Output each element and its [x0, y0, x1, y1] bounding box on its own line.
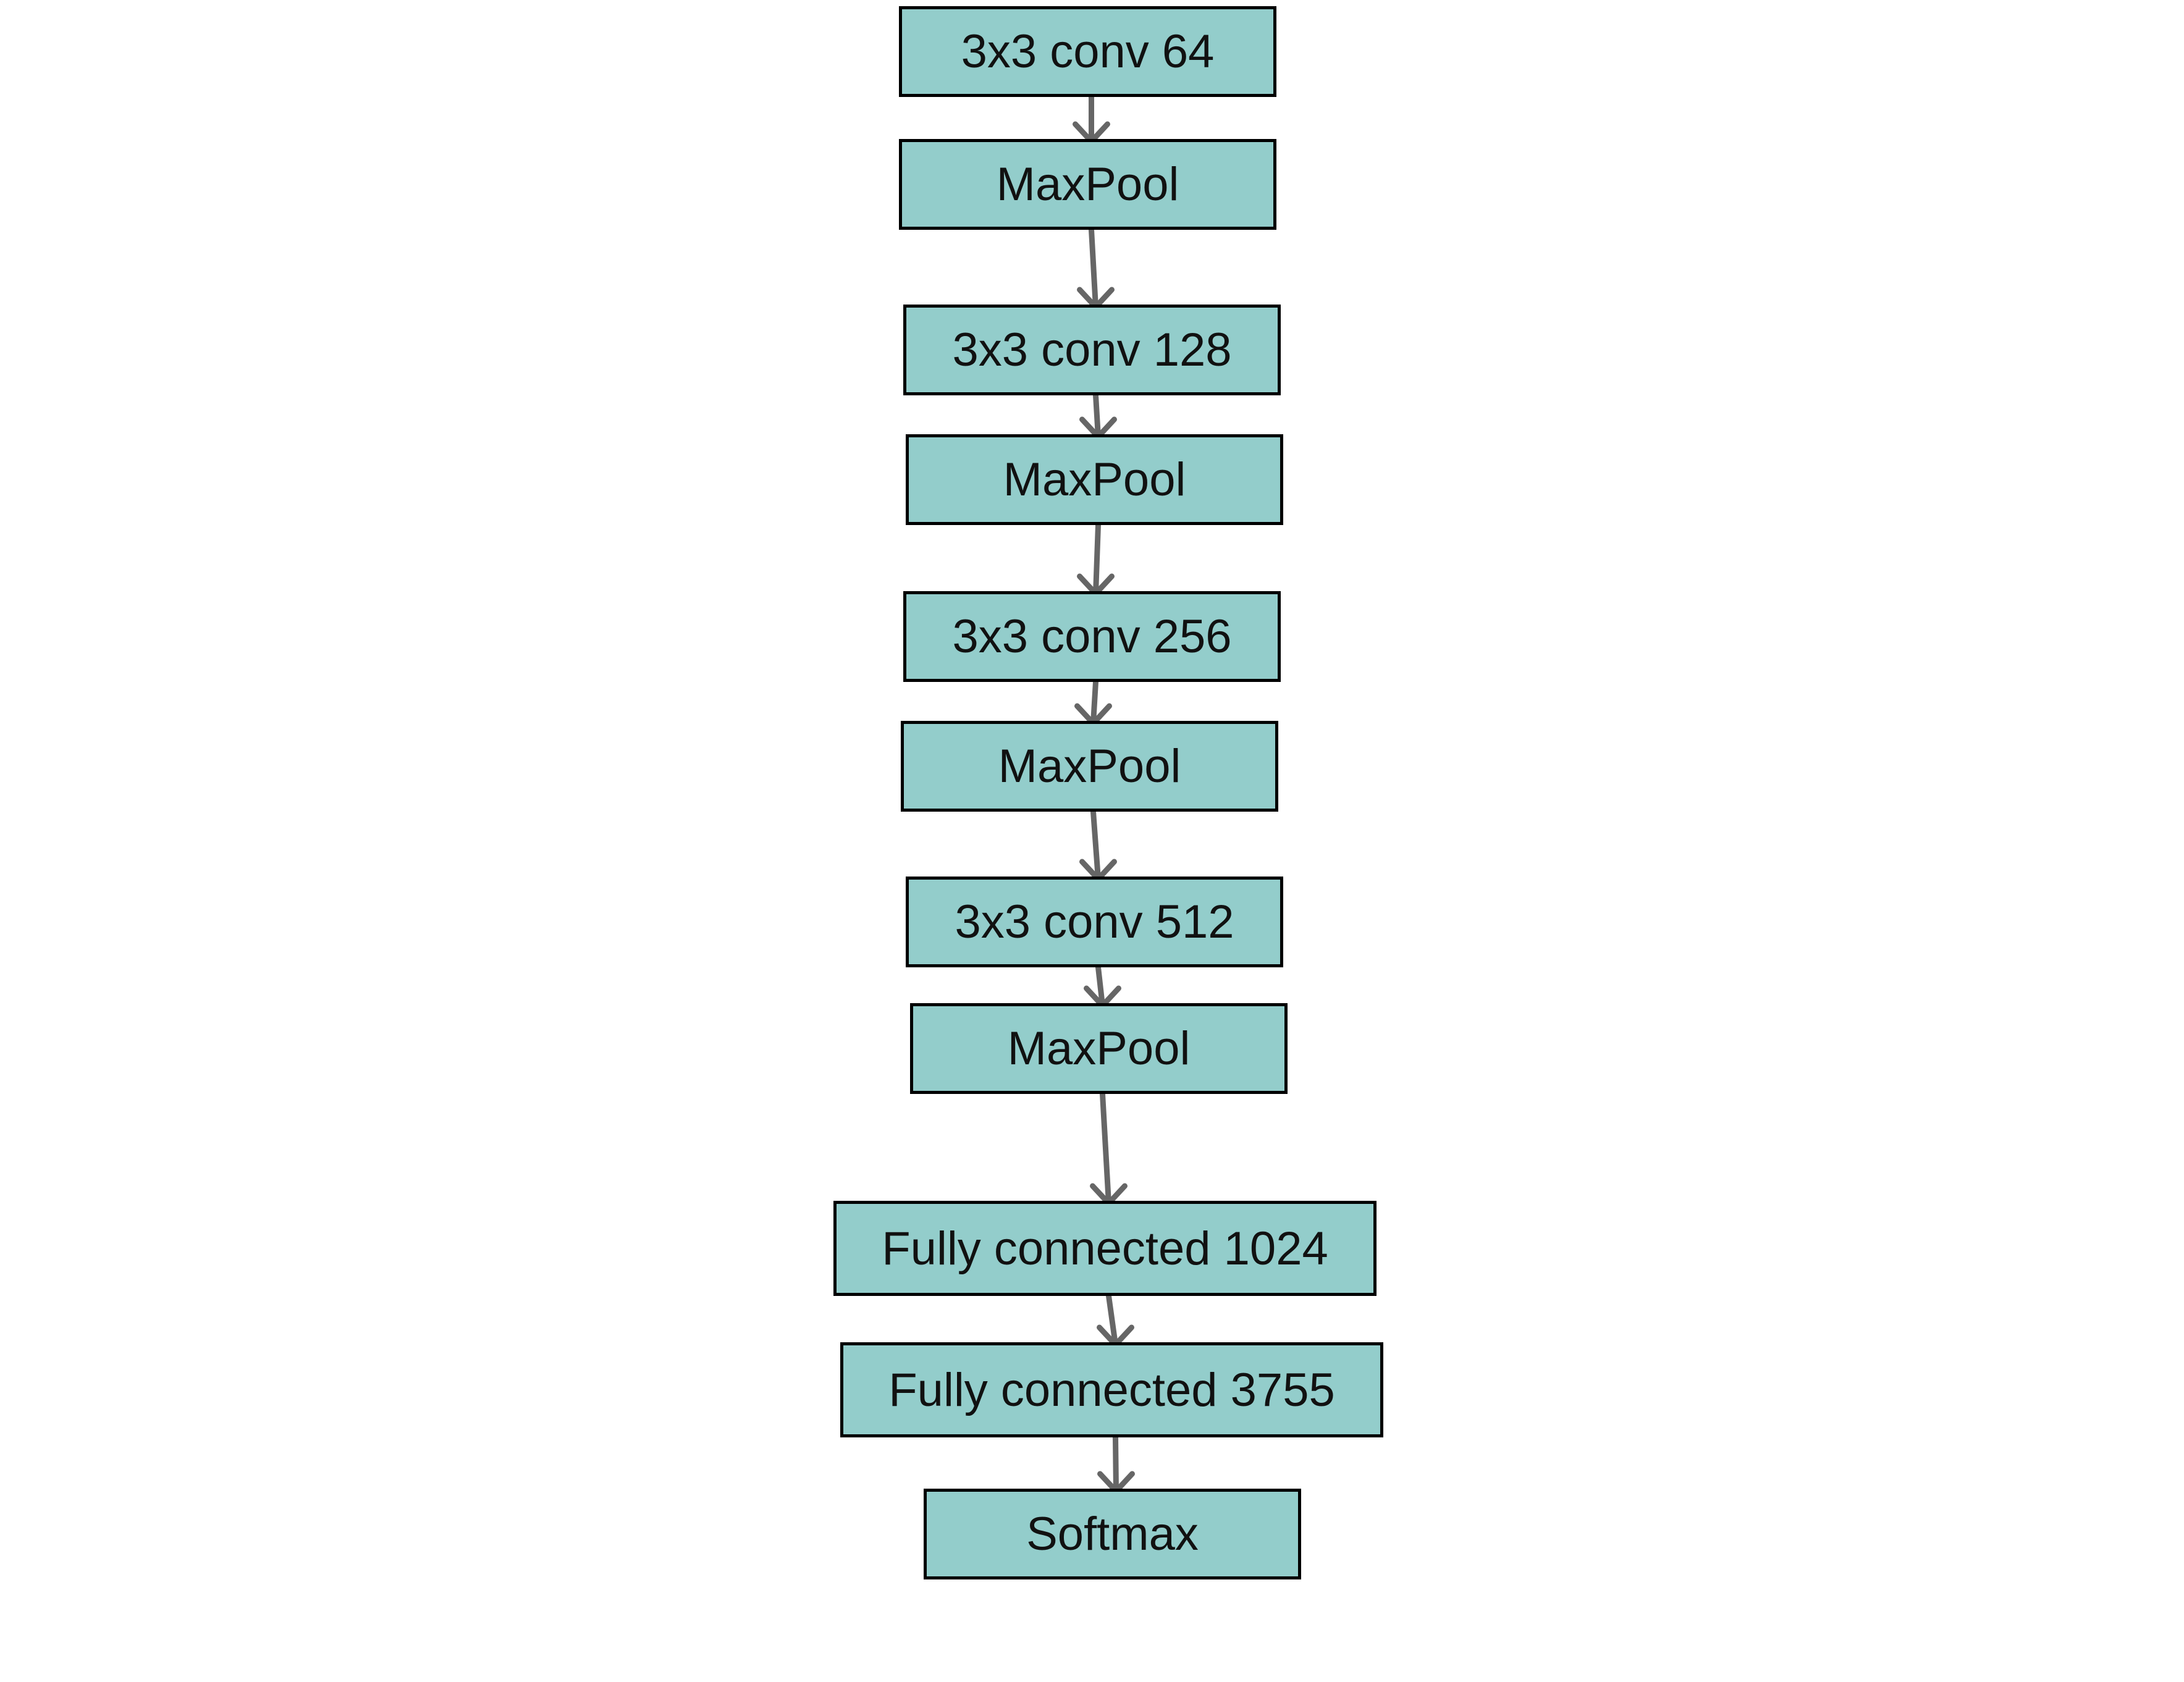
- arrow-fc-1024-to-fc-3755: [1097, 1293, 1134, 1348]
- layer-fc-1024: Fully connected 1024: [833, 1201, 1377, 1296]
- arrow-conv-512-to-maxpool-4: [1084, 964, 1121, 1009]
- layer-softmax: Softmax: [924, 1489, 1301, 1579]
- arrow-maxpool-2-to-conv-256: [1077, 522, 1115, 597]
- arrow-maxpool-4-to-fc-1024: [1090, 1091, 1128, 1206]
- layer-maxpool-4: MaxPool: [910, 1003, 1288, 1094]
- arrow-fc-3755-to-softmax: [1097, 1434, 1135, 1494]
- layer-maxpool-2: MaxPool: [906, 434, 1283, 525]
- layer-maxpool-3: MaxPool: [901, 721, 1278, 812]
- arrow-conv-128-to-maxpool-2: [1079, 392, 1117, 440]
- layer-conv-64: 3x3 conv 64: [899, 6, 1276, 97]
- arrow-conv-256-to-maxpool-3: [1074, 679, 1112, 726]
- layer-conv-512: 3x3 conv 512: [906, 877, 1283, 967]
- layer-conv-128: 3x3 conv 128: [903, 305, 1281, 395]
- arrow-maxpool-3-to-conv-512: [1079, 809, 1117, 882]
- arrow-maxpool-1-to-conv-128: [1077, 227, 1115, 310]
- layer-maxpool-1: MaxPool: [899, 139, 1276, 230]
- layer-conv-256: 3x3 conv 256: [903, 591, 1281, 682]
- layer-fc-3755: Fully connected 3755: [840, 1342, 1383, 1437]
- arrow-conv-64-to-maxpool-1: [1073, 94, 1110, 145]
